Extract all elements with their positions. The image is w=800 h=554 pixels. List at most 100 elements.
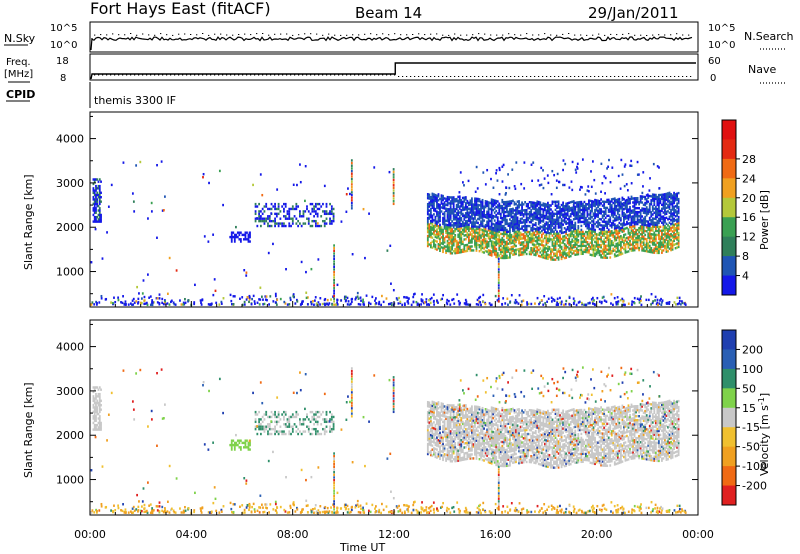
power-cell [507, 200, 510, 204]
power-cell [589, 205, 592, 209]
power-cell [668, 233, 671, 236]
power-cell [527, 234, 530, 238]
velocity-cell [433, 447, 435, 450]
power-cell [481, 212, 484, 216]
power-cell [657, 231, 660, 235]
power-cell [451, 248, 454, 251]
power-cell [458, 191, 461, 194]
power-cell [429, 199, 432, 203]
power-cell [556, 236, 558, 239]
power-cell [629, 207, 631, 211]
power-cell [632, 219, 634, 222]
power-cell [644, 215, 647, 219]
power-cell [474, 241, 476, 244]
power-cell [510, 293, 513, 297]
power-cell [630, 249, 633, 252]
power-cell [636, 242, 639, 246]
power-cell [436, 214, 438, 217]
power-cell [277, 205, 280, 208]
power-cell [474, 239, 476, 242]
power-cell [510, 251, 513, 255]
power-cell [95, 200, 97, 203]
power-cell [654, 223, 657, 227]
power-cell [659, 237, 662, 241]
power-cell [330, 205, 333, 208]
power-cell [333, 260, 335, 263]
power-cell [98, 207, 101, 210]
power-cell [519, 209, 522, 213]
nsearch-dot [124, 34, 126, 36]
power-cell [502, 252, 505, 256]
power-cell [437, 207, 440, 210]
power-cell [636, 196, 639, 200]
power-cell [610, 210, 613, 213]
nsearch-dot [334, 34, 336, 36]
power-cell [525, 238, 528, 242]
power-cell [496, 238, 499, 241]
power-cell [256, 301, 259, 304]
power-cell [461, 242, 464, 246]
power-cell [359, 303, 362, 306]
power-cell [249, 233, 251, 237]
power-cell [504, 206, 507, 210]
nsearch-dot [496, 34, 498, 36]
power-cell [98, 202, 101, 206]
power-cell [309, 202, 312, 206]
power-cell [566, 234, 569, 237]
nave-dot [394, 74, 396, 76]
power-cell [243, 238, 245, 241]
power-cell [585, 230, 587, 234]
power-cell [505, 234, 508, 238]
power-cell [483, 229, 485, 232]
power-cell [348, 303, 351, 306]
power-cell [95, 196, 97, 199]
power-cell [325, 210, 328, 213]
power-cell [93, 218, 96, 221]
power-cell [589, 209, 592, 213]
power-cell [609, 204, 612, 207]
power-cell [501, 250, 504, 254]
power-cell [670, 201, 672, 204]
power-cell [594, 192, 597, 195]
power-cell [537, 208, 540, 212]
power-cell [562, 209, 565, 212]
power-cell [542, 186, 545, 190]
power-cell [604, 192, 606, 195]
power-cell [316, 224, 319, 228]
power-cell [615, 242, 618, 246]
power-cell [521, 205, 523, 208]
power-cell [536, 208, 539, 211]
power-cell [313, 215, 315, 218]
power-cell [490, 244, 493, 247]
power-cell [333, 276, 335, 279]
power-cell [671, 212, 674, 215]
power-cell [597, 223, 599, 226]
power-cell [647, 220, 650, 223]
power-cell [151, 301, 153, 304]
power-cell [597, 213, 599, 216]
power-cell [581, 216, 584, 220]
power-cell [233, 238, 236, 241]
power-cell [463, 196, 466, 199]
power-cell [563, 238, 566, 242]
power-cell [575, 241, 578, 244]
power-cell [457, 221, 460, 224]
power-cell [174, 303, 177, 306]
power-cell [510, 200, 513, 203]
power-cell [601, 220, 604, 223]
power-cell [571, 188, 574, 192]
power-cell [556, 216, 558, 219]
velocity-cell [426, 412, 429, 416]
power-cell [160, 160, 163, 163]
power-cell [230, 238, 233, 241]
velocity-cell [436, 432, 438, 435]
nave-dot [134, 74, 136, 76]
power-cell [95, 193, 97, 197]
nsearch-dot [532, 34, 534, 36]
power-cell [495, 213, 498, 217]
power-cell [489, 215, 492, 219]
power-cell [592, 212, 595, 215]
power-cell [524, 228, 527, 232]
power-cell [350, 169, 353, 173]
power-cell [497, 297, 500, 300]
